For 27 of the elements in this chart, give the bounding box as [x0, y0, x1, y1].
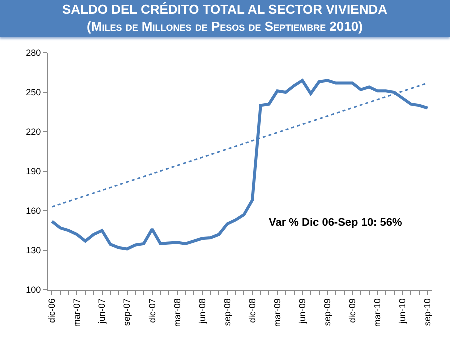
x-tick-label: dic-09	[348, 298, 358, 324]
x-tick-label: dic-08	[247, 298, 258, 324]
x-tick-label: sep-09	[322, 298, 333, 326]
y-tick-label: 220	[26, 127, 42, 138]
x-tick-label: sep-10	[422, 298, 433, 326]
annotation: Var % Dic 06-Sep 10: 56%	[269, 217, 403, 229]
x-tick-label: mar-08	[172, 298, 182, 328]
y-tick-label: 130	[26, 246, 42, 256]
y-tick-label: 280	[26, 48, 42, 58]
x-tick-label: mar-10	[372, 298, 383, 328]
x-tick-label: sep-08	[222, 298, 232, 326]
y-tick-label: 190	[26, 166, 42, 177]
line-series	[50, 79, 430, 251]
x-tick-label: sep-07	[122, 298, 132, 326]
x-tick-label: mar-07	[72, 298, 82, 328]
x-tick-label: jun-09	[298, 298, 308, 325]
chart-subtitle: (Miles de Millones de Pesos de Septiembre 2010)	[86, 18, 364, 35]
x-tick-label: dic-06	[47, 298, 58, 324]
x-tick-label: jun-07	[97, 298, 108, 325]
x-tick-label: jun-08	[197, 298, 208, 325]
x-tick-label: dic-07	[147, 298, 158, 324]
y-tick-label: 250	[26, 88, 42, 98]
x-tick-label: jun-10	[398, 298, 408, 325]
y-tick-label: 160	[26, 206, 42, 216]
x-tick-label: mar-09	[272, 298, 282, 328]
chart-title: SALDO DEL CRÉDITO TOTAL AL SECTOR VIVIENDA	[61, 1, 389, 18]
y-tick-label: 100	[26, 285, 42, 296]
